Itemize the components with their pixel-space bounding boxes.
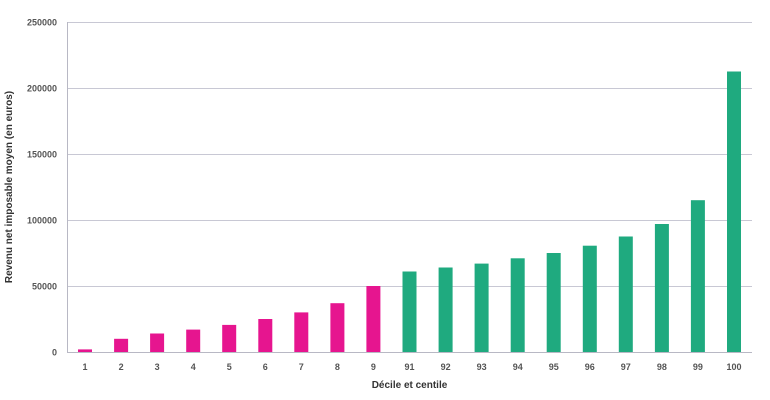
bars	[78, 71, 741, 352]
bar-99	[690, 200, 705, 352]
x-tick-label: 9	[371, 362, 376, 372]
x-tick-label: 1	[82, 362, 87, 372]
x-tick-label: 99	[693, 362, 703, 372]
bar-5	[222, 324, 237, 352]
bar-4	[186, 329, 201, 352]
x-tick-label: 2	[119, 362, 124, 372]
bar-98	[654, 224, 669, 352]
x-tick-label: 100	[726, 362, 741, 372]
x-tick-label: 98	[657, 362, 667, 372]
y-tick-label: 100000	[27, 216, 57, 226]
bar-2	[114, 338, 129, 352]
x-tick-label: 95	[549, 362, 559, 372]
x-tick-label: 92	[441, 362, 451, 372]
bar-1	[78, 349, 92, 352]
x-tick-label: 4	[191, 362, 196, 372]
bar-3	[150, 333, 165, 352]
x-tick-label: 91	[404, 362, 414, 372]
bar-9	[366, 286, 381, 352]
bar-94	[510, 258, 525, 352]
x-tick-label: 5	[227, 362, 232, 372]
x-tick-label: 96	[585, 362, 595, 372]
y-tick-label: 50000	[32, 282, 57, 292]
bar-100	[727, 71, 741, 352]
x-tick-label: 3	[155, 362, 160, 372]
y-tick-label: 250000	[27, 18, 57, 28]
x-tick-label: 7	[299, 362, 304, 372]
bar-97	[618, 236, 633, 352]
bar-96	[582, 245, 597, 352]
x-tick-label: 8	[335, 362, 340, 372]
bar-7	[294, 312, 309, 352]
x-tick-label: 97	[621, 362, 631, 372]
x-axis-ticks: 1 2 3 4 5 6 7 8 9 91 92 93 94 95 96 97 98 99 100	[82, 362, 741, 372]
x-tick-label: 6	[263, 362, 268, 372]
bar-93	[474, 263, 489, 352]
y-tick-label: 150000	[27, 150, 57, 160]
bar-6	[258, 319, 273, 352]
bar-92	[438, 267, 453, 352]
bar-8	[330, 303, 345, 352]
y-axis-title: Revenu net imposable moyen (en euros)	[4, 91, 15, 283]
gridlines	[67, 22, 752, 287]
y-tick-label: 0	[52, 348, 57, 358]
x-tick-label: 93	[477, 362, 487, 372]
x-axis-title: Décile et centile	[372, 380, 448, 391]
y-axis-ticks: 0 50000 100000 150000 200000 250000	[27, 18, 57, 358]
bar-91	[402, 271, 417, 352]
bar-95	[546, 253, 561, 352]
x-tick-label: 94	[513, 362, 523, 372]
y-tick-label: 200000	[27, 84, 57, 94]
